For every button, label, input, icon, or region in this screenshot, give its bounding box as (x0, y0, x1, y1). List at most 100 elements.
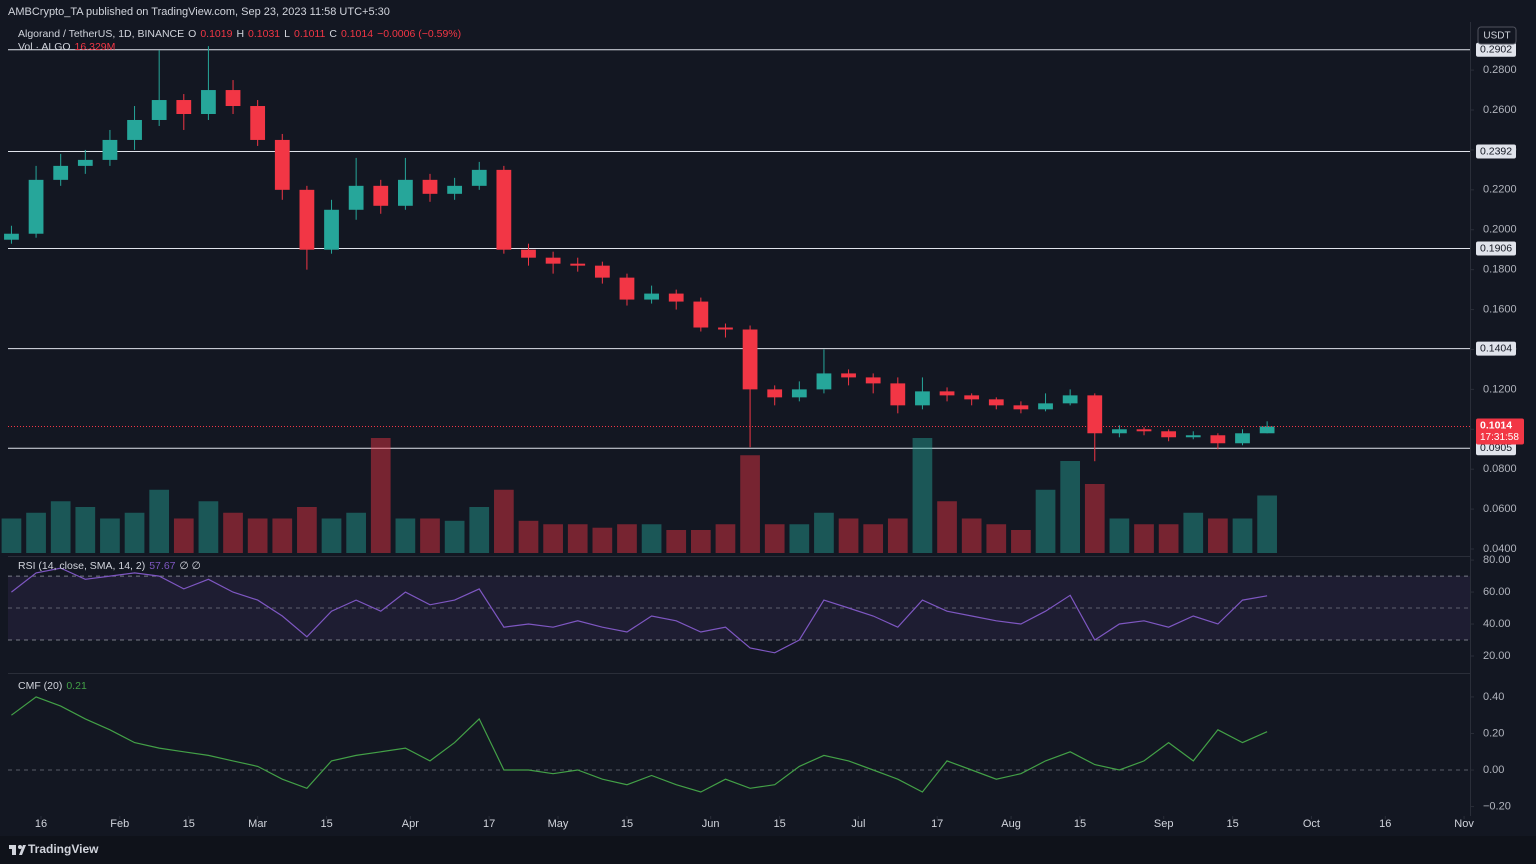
volume-bar (961, 518, 982, 553)
series-title: Algorand / TetherUS, 1D, BINANCE (18, 28, 184, 40)
candle-body (1112, 429, 1127, 434)
x-tick-label: 16 (35, 818, 47, 830)
y-tick-label: 0.2000 (1483, 224, 1517, 236)
volume-bar (641, 524, 662, 553)
legend-row: Vol · ALGO 16.329M (18, 41, 115, 53)
candle-body (619, 277, 635, 300)
x-tick-label: 15 (1227, 818, 1239, 830)
legend-row: Algorand / TetherUS, 1D, BINANCE O 0.1019 H… (18, 28, 461, 40)
volume-bar (986, 524, 1007, 553)
candle-body (570, 263, 586, 266)
volume-bar (1257, 495, 1277, 553)
candle-body (397, 179, 413, 206)
volume-bar (567, 524, 588, 553)
volume-bar (1208, 518, 1228, 553)
candle-body (1235, 433, 1250, 444)
x-tick-label: 15 (320, 818, 332, 830)
candle-body (767, 389, 783, 398)
volume-bar (690, 530, 711, 553)
candle-body (939, 391, 955, 396)
last-price: 0.1014 (1480, 419, 1512, 431)
volume-bar (887, 518, 908, 553)
x-tick-label: 15 (1074, 818, 1086, 830)
footer-bar (0, 836, 1536, 864)
level-label: 0.1906 (1480, 242, 1512, 254)
volume-bar (50, 501, 71, 553)
candle-body (1185, 435, 1201, 438)
candle-body (693, 301, 709, 328)
x-tick-label: 17 (931, 818, 943, 830)
volume-bar (937, 501, 957, 553)
volume-bar (297, 507, 317, 553)
volume-bar (198, 501, 219, 553)
candle-body (471, 169, 487, 186)
volume-bar (789, 524, 810, 553)
x-tick-label: 16 (1379, 818, 1391, 830)
level-label-box (1476, 144, 1516, 159)
ohlc-label: H (236, 28, 244, 40)
volume-bar (814, 512, 834, 553)
candle-body (988, 399, 1004, 406)
candle-body (1161, 431, 1177, 438)
volume-bar (617, 524, 637, 553)
candle-body (915, 391, 930, 406)
y-tick-label: 0.1200 (1483, 383, 1517, 395)
volume-bar (666, 530, 687, 553)
indicator-line (11, 567, 1268, 654)
candle-body (324, 209, 339, 250)
y-tick-label: 0.2200 (1483, 184, 1517, 196)
candle-body (496, 169, 512, 250)
volume-bar (173, 518, 194, 553)
x-tick-label: Aug (1001, 818, 1021, 830)
candle-body (28, 179, 44, 234)
volume-bar (321, 518, 342, 553)
legend-row: RSI (14, close, SMA, 14, 2) 57.67 ∅ ∅ (18, 560, 201, 572)
volume-bar (124, 512, 145, 553)
volume-bar (1, 518, 22, 553)
ohlc-value: 0.1019 (200, 28, 232, 40)
currency-box (1477, 26, 1517, 45)
y-tick-label: 0.20 (1483, 727, 1504, 739)
volume-bar (1084, 484, 1105, 553)
candle-body (274, 139, 290, 190)
volume-bar (1035, 489, 1056, 553)
candle-body (594, 265, 610, 278)
x-tick-label: Feb (110, 818, 129, 830)
candle-body (1210, 435, 1226, 444)
candle-body (1136, 429, 1152, 432)
candle-body (53, 165, 69, 180)
candle-body (77, 159, 93, 166)
level-label-box (1476, 241, 1516, 256)
countdown: 17:31:58 (1480, 432, 1519, 443)
candle-body (127, 119, 142, 140)
volume-bar (1158, 524, 1179, 553)
volume-bar (592, 527, 613, 553)
volume-bar (1134, 524, 1154, 553)
x-tick-label: Jun (702, 818, 720, 830)
level-label-box (1476, 42, 1516, 57)
volume-bar (1232, 518, 1253, 553)
volume-bar (75, 507, 96, 553)
volume-title: Vol · ALGO (18, 41, 71, 53)
candle-body (890, 383, 906, 406)
indicator-line (11, 696, 1268, 793)
ohlc-label: C (329, 28, 337, 40)
volume-bar (100, 518, 120, 553)
volume-bar (346, 512, 366, 553)
candle-body (447, 185, 463, 194)
volume-bar (1011, 530, 1031, 553)
x-tick-label: Nov (1454, 818, 1474, 830)
volume-bar (223, 512, 243, 553)
candle-body (1013, 405, 1029, 410)
volume-bar (715, 524, 736, 553)
y-tick-label: 40.00 (1483, 618, 1511, 630)
candle-body (176, 100, 192, 114)
rsi-readout: 57.67 (149, 560, 175, 572)
rsi-extra: ∅ ∅ (180, 560, 201, 572)
ohlc-value: 0.1014 (341, 28, 373, 40)
volume-bar (1109, 518, 1130, 553)
ohlc-label: O (188, 28, 196, 40)
x-tick-label: Apr (402, 818, 419, 830)
